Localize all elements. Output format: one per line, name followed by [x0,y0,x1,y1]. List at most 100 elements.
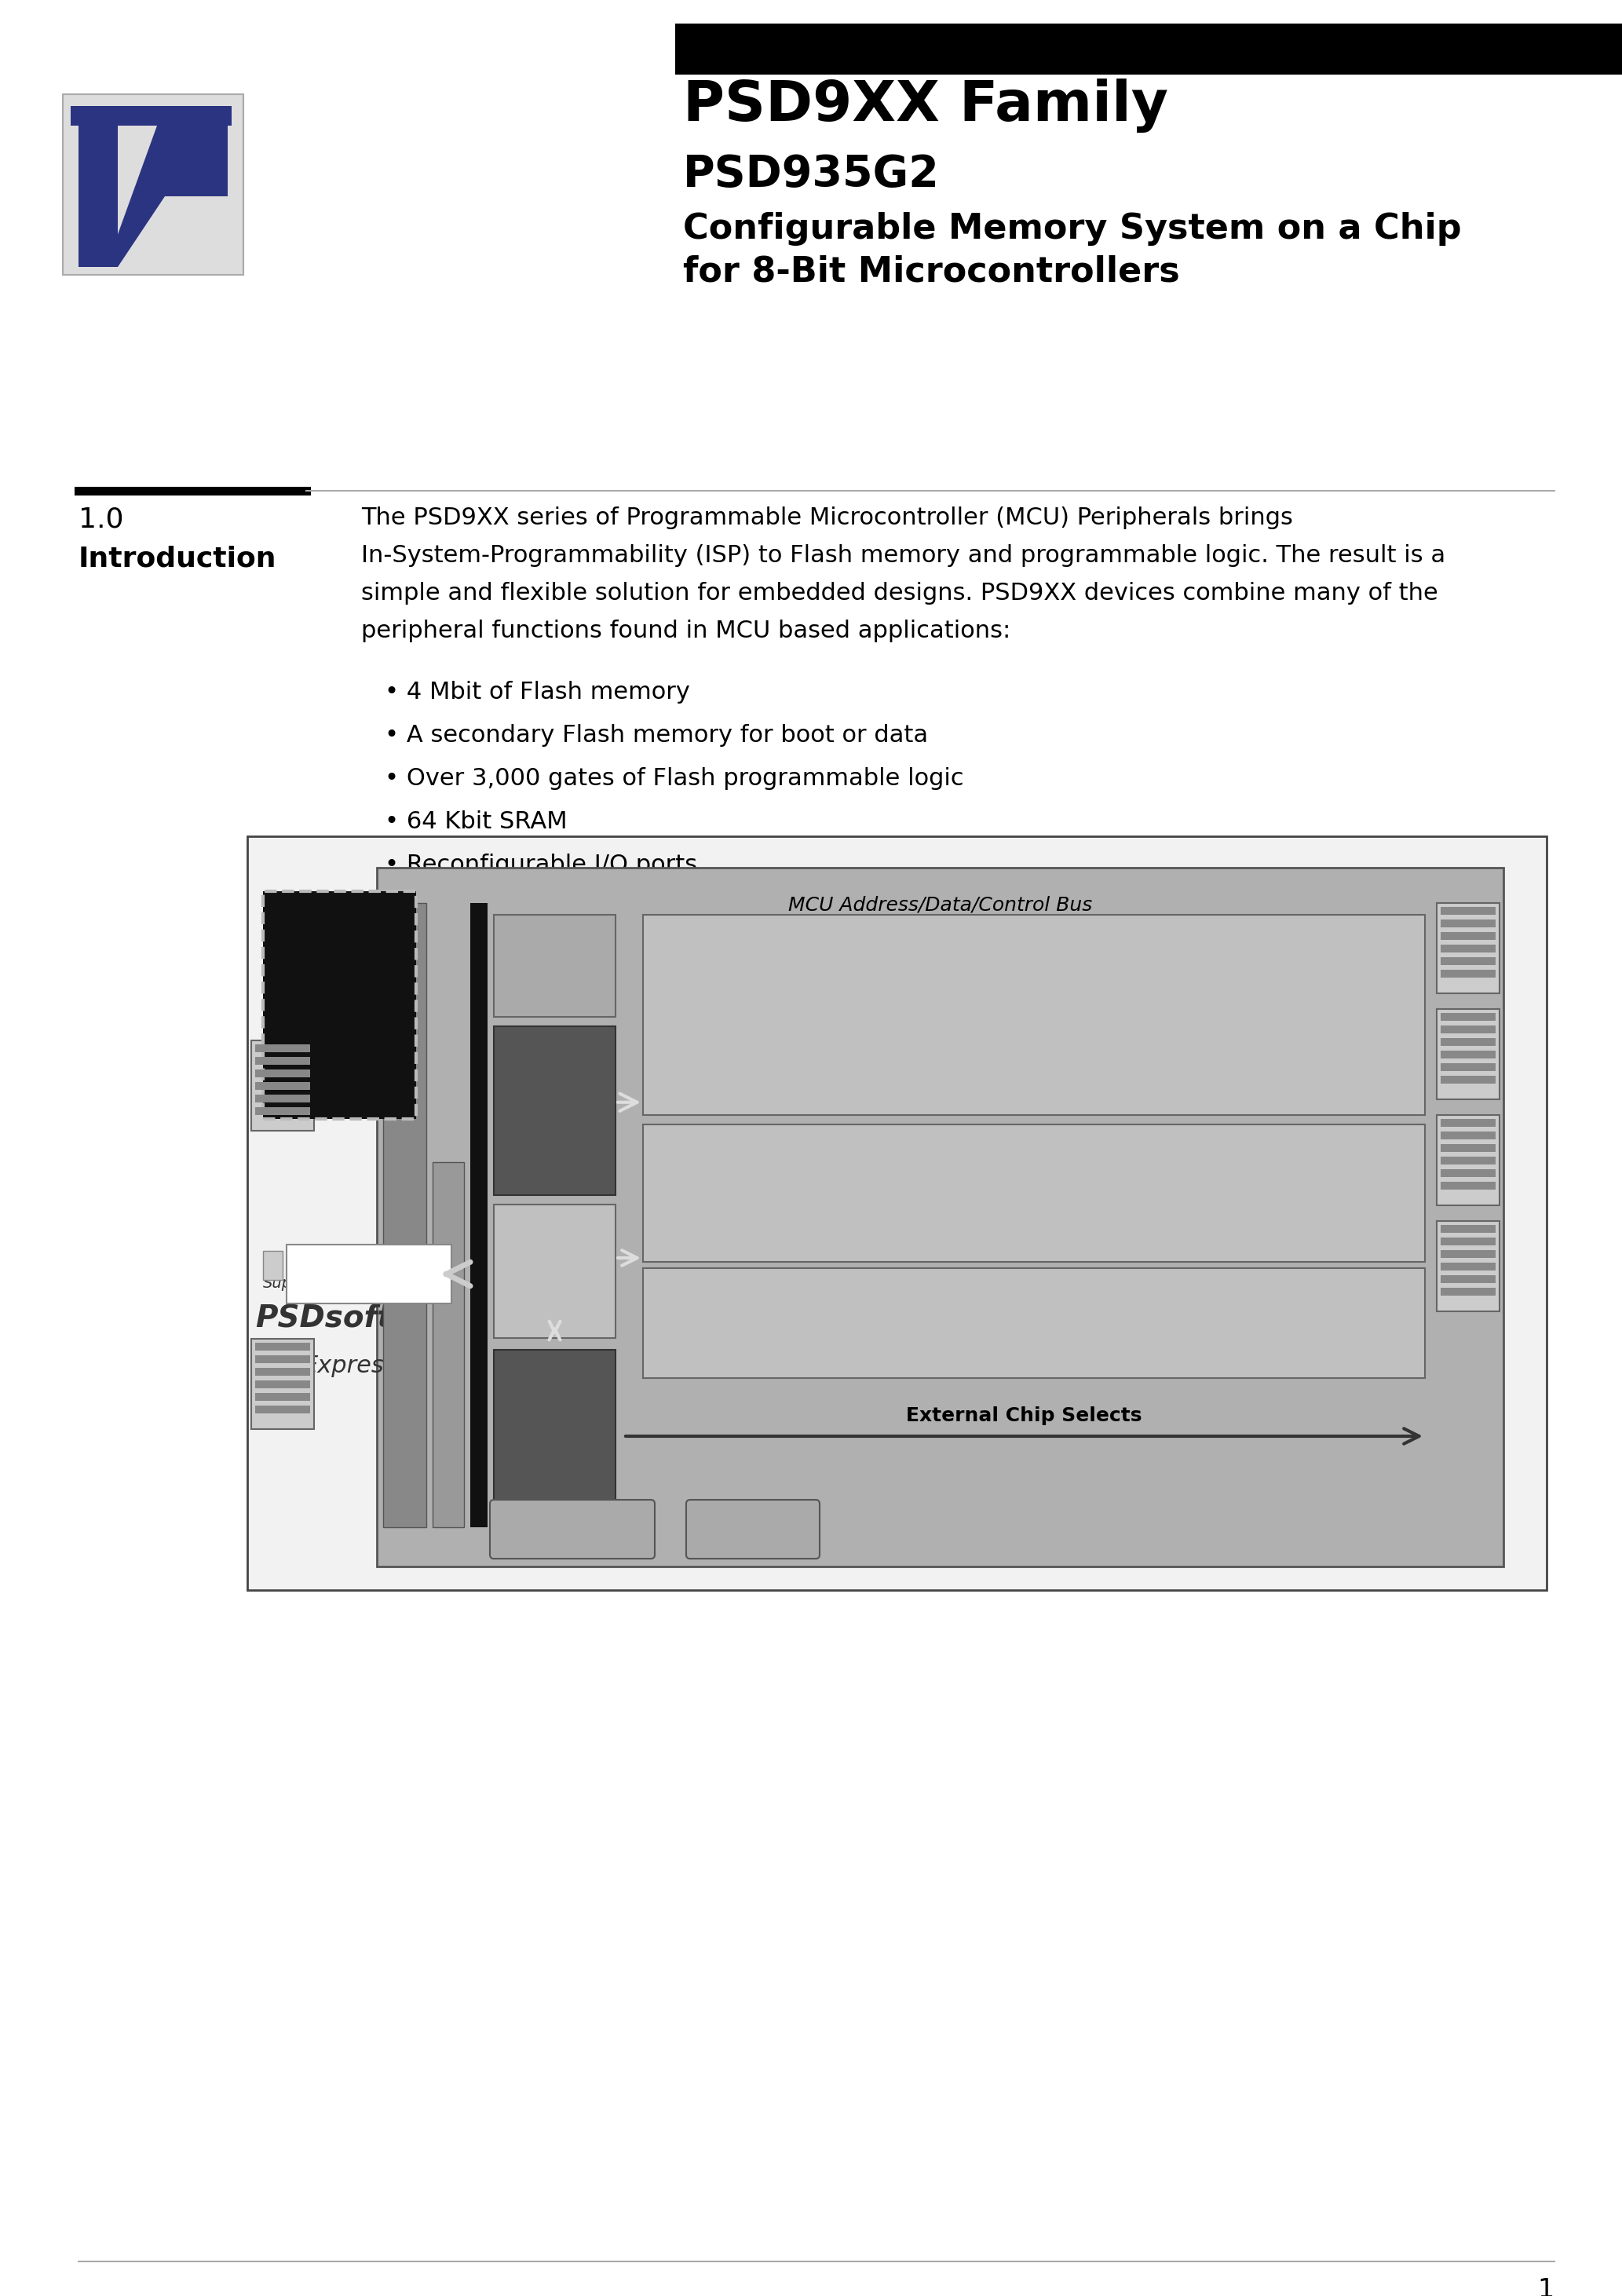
Bar [63,94,243,276]
Bar [1437,1221,1499,1311]
Text: PLD: PLD [511,1118,599,1155]
Text: Loader: Loader [521,1286,589,1304]
FancyArrowPatch shape [618,1251,637,1265]
Text: • A secondary Flash memory for boot or data: • A secondary Flash memory for boot or d… [384,723,928,746]
Bar [1440,1118,1495,1127]
Bar [255,1368,310,1375]
Text: • Reconfigurable I/O ports: • Reconfigurable I/O ports [384,854,697,877]
Bar [255,1405,310,1414]
Text: In-System-Programmability (ISP) to Flash memory and programmable logic. The resu: In-System-Programmability (ISP) to Flash… [362,544,1445,567]
Bar [493,1205,615,1339]
Text: Decode: Decode [517,1068,592,1086]
Text: PSD9XX Family: PSD9XX Family [683,78,1168,133]
Bar [1437,1008,1499,1100]
Bar [1440,1013,1495,1022]
Text: SRAM: SRAM [973,1322,1095,1357]
Text: MCU: MCU [287,1026,393,1068]
Text: Concurrent/Boot: Concurrent/Boot [962,1155,1106,1171]
Bar [1437,1116,1499,1205]
Bar [1440,1226,1495,1233]
Text: I/O Port: I/O Port [1461,1132,1476,1189]
Bar [255,1355,310,1364]
Text: PMU  🗄: PMU 🗄 [719,1520,787,1538]
Bar [1440,1238,1495,1244]
Bar [1440,1274,1495,1283]
Text: Scratch PAD: Scratch PAD [988,1290,1080,1306]
Bar [255,1056,310,1065]
Text: • Programmable power management.: • Programmable power management. [384,898,839,918]
Bar [675,23,1622,73]
Bar [1440,1157,1495,1164]
Bar [255,1107,310,1116]
Text: PSDsoft: PSDsoft [255,1304,393,1334]
Text: Flash: Flash [968,1192,1100,1235]
Bar [1437,902,1499,994]
Text: • Over 3,000 gates of Flash programmable logic: • Over 3,000 gates of Flash programmable… [384,767,963,790]
Text: General
Purpose: General Purpose [519,1378,590,1410]
Bar [255,1095,310,1102]
Bar [1440,1143,1495,1153]
Bar [1440,932,1495,939]
Bar [287,1244,451,1304]
Text: I/O Port: I/O Port [276,1056,290,1114]
Text: 8 -Bit: 8 -Bit [284,960,396,996]
Text: PLD: PLD [514,1440,595,1474]
Polygon shape [105,126,227,266]
Bar [493,1026,615,1196]
Bar [376,868,1504,1566]
Bar [247,836,1547,1591]
Polygon shape [71,106,232,126]
Bar [1440,1249,1495,1258]
Text: I/O Port: I/O Port [1461,1026,1476,1084]
Text: Configurable Memory System on a Chip
for 8-Bit Microcontrollers: Configurable Memory System on a Chip for… [683,211,1461,289]
Bar [255,1045,310,1052]
Bar [251,1339,315,1428]
Bar [263,1251,282,1279]
Text: Supported: Supported [263,1277,342,1290]
Bar [1440,1169,1495,1178]
Bar [383,902,427,1527]
Bar [1440,1263,1495,1270]
Bar [1440,1026,1495,1033]
Bar [255,1081,310,1091]
Text: Main Program: Main Program [967,962,1101,980]
Text: Page
Logic: Page Logic [529,946,581,987]
Bar [433,1162,464,1527]
Bar [493,1350,615,1506]
Text: PSD935G2: PSD935G2 [683,154,939,195]
Bar [1440,1063,1495,1070]
Bar [1440,969,1495,978]
Bar [263,891,417,1118]
Text: Flash: Flash [962,1022,1106,1068]
Bar [1440,1077,1495,1084]
Bar [642,914,1426,1116]
Bar [1440,944,1495,953]
Text: I/O Port: I/O Port [1461,921,1476,976]
Text: I/O Port: I/O Port [276,1355,290,1412]
Text: MCU Interface: MCU Interface [397,1146,412,1286]
Bar [1440,907,1495,914]
Text: ISP: ISP [522,1226,587,1258]
Text: PLD Input Bus: PLD Input Bus [441,1283,456,1405]
FancyArrowPatch shape [618,1093,637,1111]
Bar [493,914,615,1017]
Text: MCU Address/Data/Control Bus: MCU Address/Data/Control Bus [788,895,1092,914]
Text: 1: 1 [1538,2278,1554,2296]
Polygon shape [78,126,118,266]
FancyArrowPatch shape [446,1263,470,1286]
Bar [1440,1052,1495,1058]
Text: The PSD9XX series of Programmable Microcontroller (MCU) Peripherals brings: The PSD9XX series of Programmable Microc… [362,507,1293,530]
Text: I/O Port: I/O Port [1461,1238,1476,1295]
Bar [1440,1182,1495,1189]
Bar [255,1380,310,1389]
Text: Express: Express [302,1355,396,1378]
Text: simple and flexible solution for embedded designs. PSD9XX devices combine many o: simple and flexible solution for embedde… [362,581,1439,604]
FancyBboxPatch shape [490,1499,655,1559]
Bar [1440,957,1495,964]
Bar [1440,1132,1495,1139]
Bar [470,902,488,1527]
Text: Security  🔒: Security 🔒 [519,1520,624,1538]
Bar [255,1070,310,1077]
Text: External Chip Selects: External Chip Selects [907,1407,1142,1426]
Bar [251,1040,315,1130]
